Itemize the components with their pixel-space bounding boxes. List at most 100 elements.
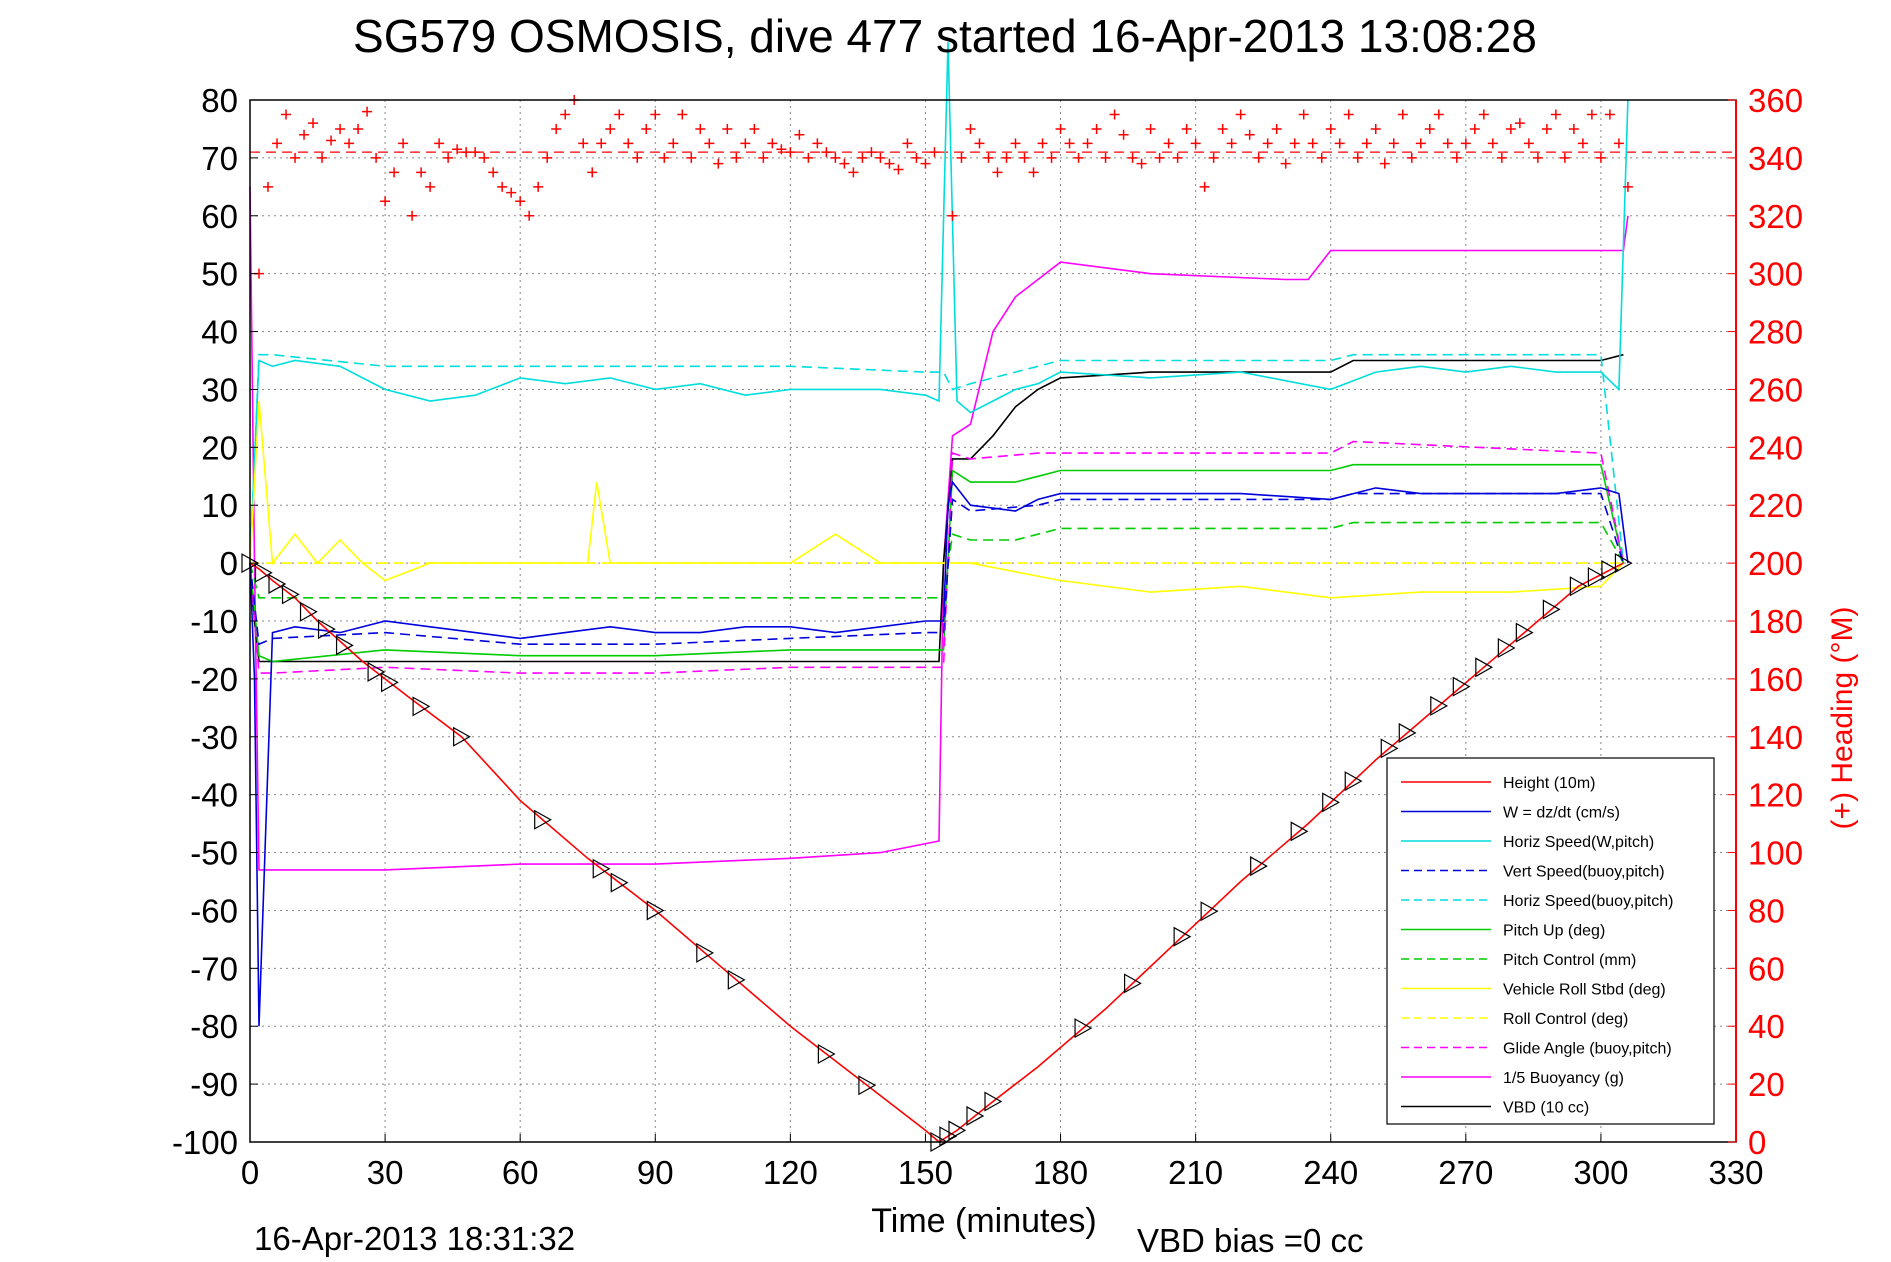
heading-point <box>884 158 895 169</box>
heading-point <box>389 167 400 178</box>
y-right-tick-label: 160 <box>1748 661 1803 698</box>
heading-point <box>1586 109 1597 120</box>
y-left-tick-label: -50 <box>190 835 238 872</box>
height-marker <box>1322 792 1340 813</box>
heading-point <box>1082 138 1093 149</box>
height-marker <box>380 672 399 693</box>
heading-point <box>1622 181 1633 192</box>
height-marker <box>1250 856 1268 877</box>
heading-point <box>650 109 661 120</box>
y-left-tick-label: 20 <box>201 429 238 466</box>
heading-point <box>1316 152 1327 163</box>
y-left-tick-label: 30 <box>201 371 238 408</box>
heading-point <box>641 123 652 134</box>
height-marker <box>817 1043 836 1065</box>
heading-point <box>731 152 742 163</box>
heading-point <box>1208 152 1219 163</box>
heading-point <box>1370 123 1381 134</box>
height-marker <box>727 969 746 990</box>
heading-point <box>434 138 445 149</box>
height-marker <box>1497 637 1516 659</box>
heading-point <box>1136 158 1147 169</box>
legend-label: Horiz Speed(W,pitch) <box>1503 834 1654 851</box>
y-left-tick-label: -90 <box>190 1066 238 1103</box>
heading-point <box>1154 152 1165 163</box>
heading-point <box>1262 138 1273 149</box>
series-line <box>249 562 1624 1143</box>
tick-layer: 0 30 60 90 120 150 180 210 240 270 300 330807060504… <box>172 82 1803 1191</box>
heading-point <box>1064 138 1075 149</box>
height-marker <box>610 872 629 893</box>
heading-point <box>1091 123 1102 134</box>
heading-point <box>1523 138 1534 149</box>
heading-point <box>299 129 310 140</box>
heading-point <box>1181 123 1192 134</box>
heading-point <box>1280 158 1291 169</box>
y-left-tick-label: 70 <box>201 140 238 177</box>
legend-label: Height (10m) <box>1503 775 1595 792</box>
series-line <box>249 440 1625 674</box>
x-tick-label: 270 <box>1438 1154 1493 1191</box>
y-right-tick-label: 320 <box>1748 198 1803 235</box>
y-left-tick-label: -40 <box>190 777 238 814</box>
x-tick-label: 30 <box>367 1154 404 1191</box>
heading-point <box>1334 138 1345 149</box>
heading-point <box>515 196 526 207</box>
series-line <box>249 186 1629 871</box>
legend-label: 1/5 Buoyancy (g) <box>1503 1070 1624 1087</box>
heading-point <box>605 123 616 134</box>
y-left-tick-label: -60 <box>190 892 238 929</box>
x-axis-label: Time (minutes) <box>871 1202 1096 1240</box>
heading-point <box>1460 138 1471 149</box>
heading-point <box>983 152 994 163</box>
heading-point <box>461 147 472 158</box>
heading-point <box>713 158 724 169</box>
heading-point <box>857 152 868 163</box>
height-marker <box>412 696 431 717</box>
y-right-tick-label: 20 <box>1748 1066 1785 1103</box>
y-left-tick-label: -10 <box>190 603 238 640</box>
heading-point <box>479 152 490 163</box>
heading-point <box>425 181 436 192</box>
height-marker <box>1123 973 1142 994</box>
legend-label: Pitch Control (mm) <box>1503 952 1636 969</box>
y-right-tick-label: 240 <box>1748 429 1803 466</box>
heading-point <box>497 181 508 192</box>
heading-point <box>380 196 391 207</box>
y-right-tick-label: 120 <box>1748 777 1803 814</box>
heading-point <box>1172 152 1183 163</box>
height-marker <box>1601 560 1620 581</box>
heading-point <box>1532 152 1543 163</box>
height-marker <box>317 619 336 640</box>
heading-point <box>758 152 769 163</box>
height-marker <box>534 809 552 830</box>
legend-box <box>1386 757 1715 1125</box>
footer-vbd-bias: VBD bias =0 cc <box>1137 1222 1364 1259</box>
heading-point <box>821 147 832 158</box>
heading-point <box>632 152 643 163</box>
heading-point <box>263 181 274 192</box>
heading-point <box>1163 138 1174 149</box>
heading-point <box>335 123 346 134</box>
series-line <box>249 480 1629 1027</box>
heading-point <box>1118 129 1129 140</box>
height-marker <box>939 1126 958 1147</box>
y-right-tick-label: 260 <box>1748 371 1803 408</box>
heading-point <box>1451 152 1462 163</box>
legend-label: Pitch Up (deg) <box>1503 923 1605 940</box>
height-marker <box>858 1075 877 1096</box>
heading-point <box>911 152 922 163</box>
heading-point <box>1190 138 1201 149</box>
heading-point <box>506 187 517 198</box>
heading-point <box>443 152 454 163</box>
y-right-tick-label: 280 <box>1748 314 1803 351</box>
heading-point <box>614 109 625 120</box>
heading-point <box>587 167 598 178</box>
y-left-tick-label: 0 <box>220 545 238 582</box>
heading-point <box>524 210 535 221</box>
heading-point <box>1028 167 1039 178</box>
x-tick-label: 150 <box>898 1154 953 1191</box>
height-marker <box>299 601 318 622</box>
series-line <box>249 492 1625 646</box>
heading-point <box>1343 109 1354 120</box>
